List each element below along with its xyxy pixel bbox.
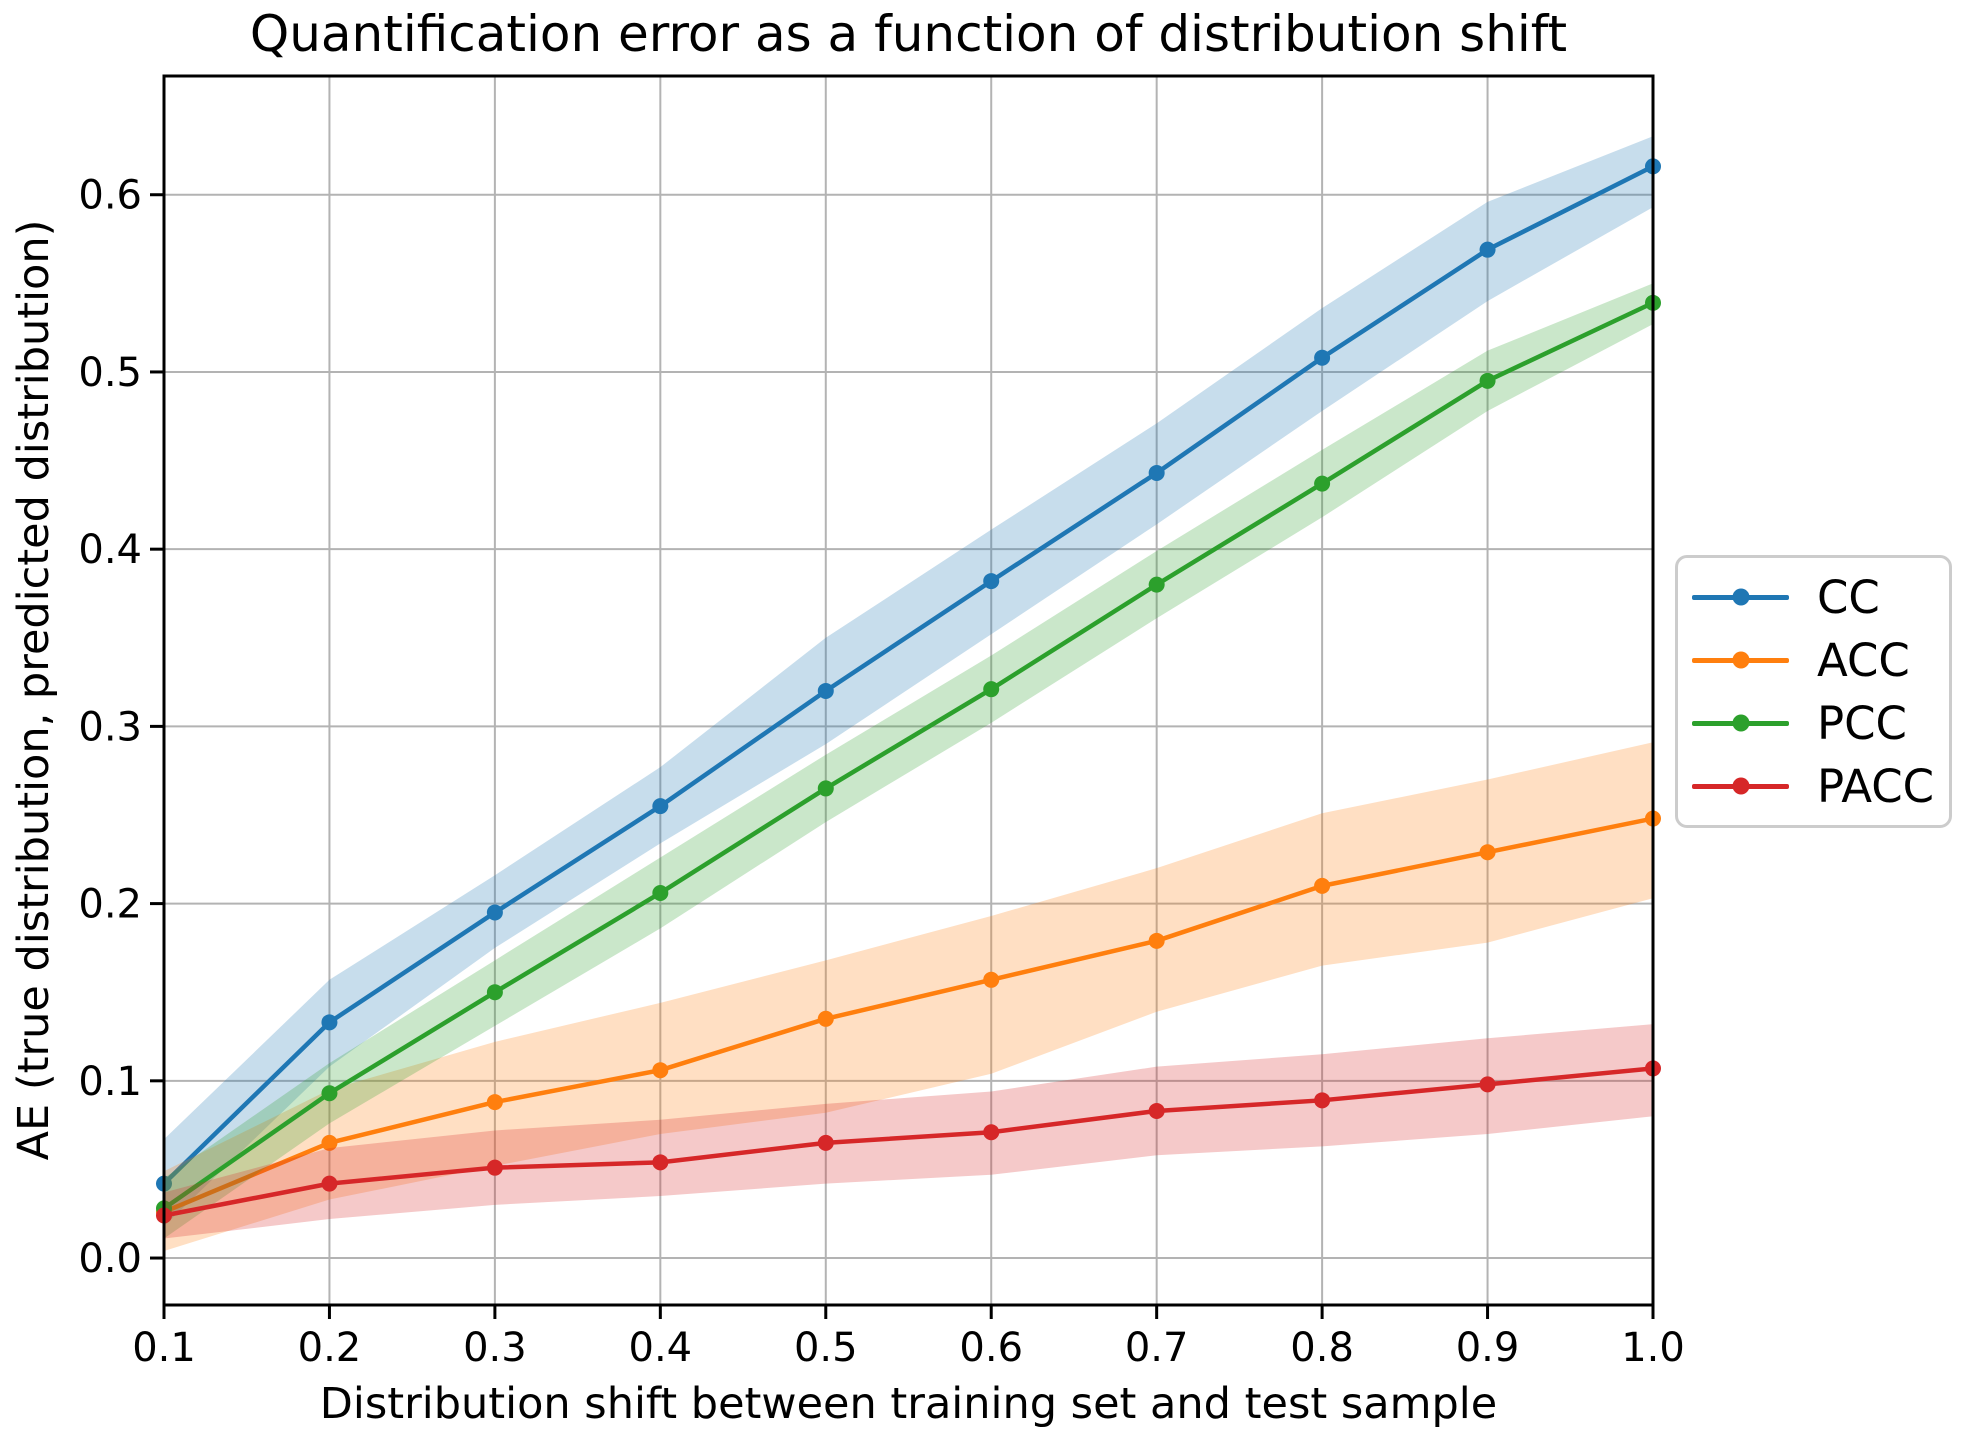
legend-item-acc: ACC [1692, 630, 1949, 690]
plot-border [162, 74, 1655, 1307]
legend-line-sample-pcc [1692, 714, 1789, 732]
x-tick-label: 0.2 [298, 1325, 362, 1371]
legend-item-pacc: PACC [1692, 756, 1949, 816]
x-tick-label: 0.5 [794, 1325, 858, 1371]
legend-label-pcc: PCC [1817, 696, 1907, 750]
legend-marker-dot-cc [1732, 588, 1749, 606]
legend-marker-dot-acc [1732, 651, 1749, 669]
data-point-acc [817, 1010, 834, 1027]
data-point-cc [983, 573, 1000, 590]
x-tick-label: 0.7 [1125, 1325, 1189, 1371]
data-point-pcc [1314, 475, 1331, 492]
data-point-pacc [1479, 1076, 1496, 1093]
legend-item-cc: CC [1692, 567, 1949, 627]
data-point-pcc [1479, 372, 1496, 389]
data-point-pcc [652, 884, 669, 901]
data-point-acc [983, 971, 1000, 988]
data-point-pacc [321, 1175, 338, 1192]
x-tick-label: 0.6 [959, 1325, 1023, 1371]
data-point-pacc [817, 1134, 834, 1151]
chart-title: Quantification error as a function of di… [249, 5, 1568, 63]
confidence-band-acc [164, 742, 1653, 1251]
legend-label-acc: ACC [1817, 633, 1910, 687]
data-point-acc [1479, 844, 1496, 861]
legend-marker-dot-pacc [1732, 777, 1749, 795]
data-point-pacc [652, 1154, 669, 1171]
y-tick-label: 0.6 [78, 173, 142, 219]
confidence-band-cc [164, 136, 1653, 1227]
legend: CC ACC PCC PACC [1675, 555, 1952, 828]
legend-marker-dot-pcc [1732, 714, 1749, 732]
y-tick-label: 0.2 [78, 882, 142, 928]
x-tick-label: 0.8 [1290, 1325, 1354, 1371]
y-tick-label: 0.1 [78, 1059, 142, 1105]
data-point-cc [1479, 241, 1496, 258]
y-tick-label: 0.3 [78, 704, 142, 750]
data-point-cc [321, 1014, 338, 1031]
data-point-acc [1314, 877, 1331, 894]
legend-line-sample-pacc [1692, 777, 1789, 795]
data-point-pcc [486, 984, 503, 1001]
legend-line-sample-cc [1692, 588, 1789, 606]
data-point-cc [1314, 349, 1331, 366]
legend-item-pcc: PCC [1692, 693, 1949, 753]
data-point-pcc [321, 1085, 338, 1102]
data-point-acc [486, 1094, 503, 1111]
series-line-pcc [161, 300, 1656, 1211]
data-point-pacc [1314, 1092, 1331, 1109]
data-point-cc [486, 904, 503, 921]
data-point-acc [1148, 932, 1165, 949]
data-point-pcc [817, 780, 834, 797]
data-point-acc [321, 1134, 338, 1151]
y-tick-label: 0.0 [78, 1236, 142, 1282]
x-tick-label: 1.0 [1621, 1325, 1685, 1371]
data-point-cc [817, 682, 834, 699]
data-point-pacc [983, 1124, 1000, 1141]
x-tick-label: 0.4 [629, 1325, 693, 1371]
x-axis-label: Distribution shift between training set … [319, 1379, 1498, 1429]
legend-label-pacc: PACC [1817, 759, 1935, 813]
confidence-band-pacc [164, 1024, 1653, 1239]
legend-line-sample-acc [1692, 651, 1789, 669]
y-axis-label: AE (true distribution, predicted distrib… [9, 219, 59, 1161]
series-line-acc [161, 816, 1656, 1215]
data-point-pacc [1148, 1102, 1165, 1119]
series-line-cc [161, 164, 1656, 1186]
x-tick-label: 0.3 [463, 1325, 527, 1371]
data-point-pcc [983, 681, 1000, 698]
data-point-pacc [486, 1159, 503, 1176]
confidence-band-pcc [164, 283, 1653, 1239]
data-point-pcc [1148, 576, 1165, 593]
data-point-acc [652, 1062, 669, 1079]
x-tick-label: 0.9 [1456, 1325, 1520, 1371]
x-tick-label: 0.1 [132, 1325, 196, 1371]
data-point-cc [1148, 464, 1165, 481]
data-point-cc [652, 798, 669, 815]
y-tick-label: 0.5 [78, 350, 142, 396]
y-tick-label: 0.4 [78, 527, 142, 573]
series-line-pacc [161, 1066, 1656, 1218]
legend-label-cc: CC [1817, 570, 1880, 624]
